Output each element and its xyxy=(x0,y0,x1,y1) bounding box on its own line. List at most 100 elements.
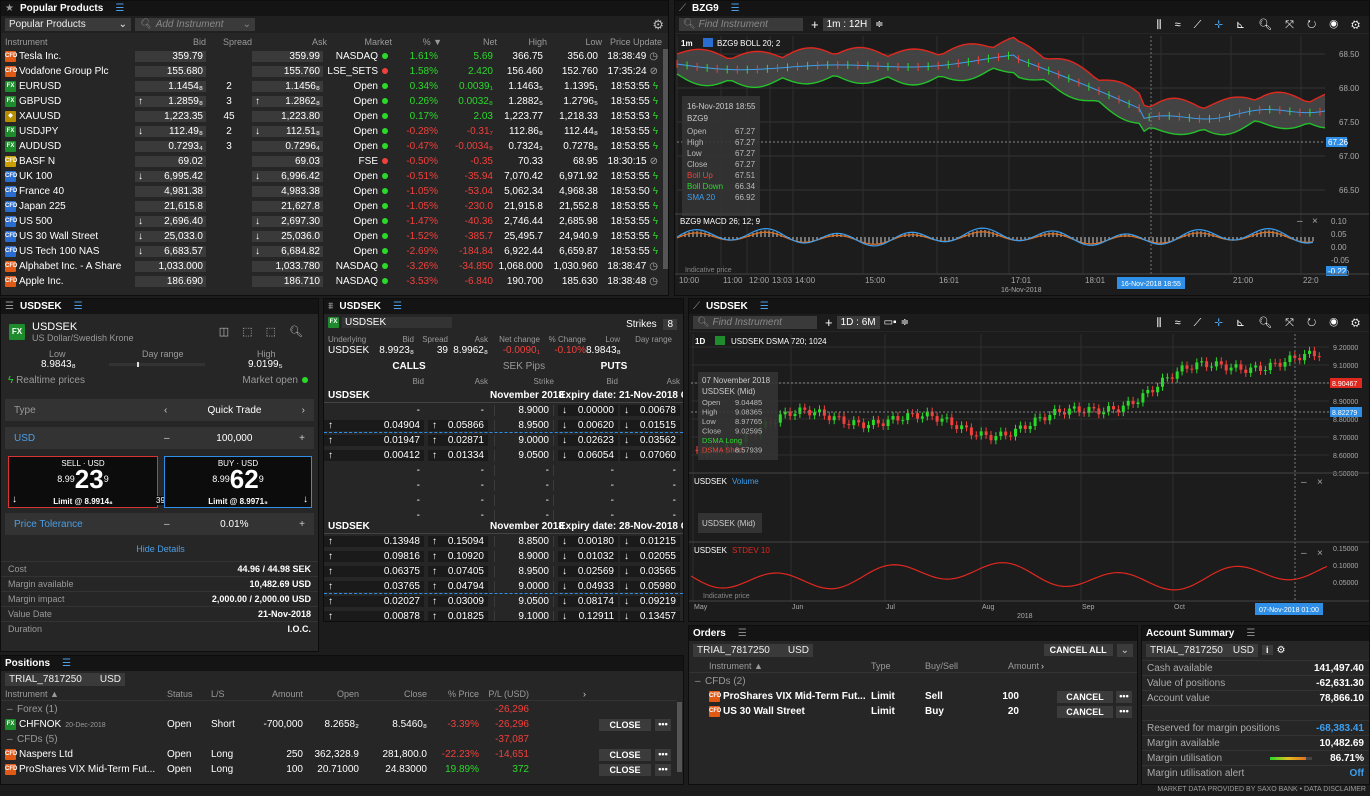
column-header[interactable]: Price Update xyxy=(609,36,662,47)
collapse-icon[interactable]: – xyxy=(7,734,13,745)
ask-cell[interactable]: ↓ 2,697.30 xyxy=(252,216,323,227)
sell-button[interactable]: SELL · USD 8.99239 Limit @ 8.9914₈ ↓ xyxy=(8,456,158,508)
chevron-left-icon[interactable]: ‹ xyxy=(164,404,168,416)
column-header[interactable]: Instrument xyxy=(5,36,48,47)
price-cell[interactable]: ↑ 0.13948 xyxy=(324,536,424,547)
group-row[interactable]: – CFDs (2) xyxy=(689,674,1137,689)
account-select[interactable]: TRIAL_7817250 USD xyxy=(693,643,813,657)
price-cell[interactable]: - xyxy=(620,510,680,521)
tolerance-label[interactable]: Price Tolerance xyxy=(14,518,83,530)
column-header[interactable]: L/S xyxy=(211,689,225,699)
price-cell[interactable]: ↑ 0.03009 xyxy=(428,596,488,607)
options-search[interactable]: FX USDSEK xyxy=(328,317,452,328)
table-row[interactable]: CFD UK 100 ↓ 6,995.42 ↓ 6,996.42 Open -0.51% -35… xyxy=(1,169,663,184)
table-row[interactable]: CFD US 30 Wall Street ↓ 25,033.0 ↓ 25,036.0 Op… xyxy=(1,229,663,244)
price-cell[interactable]: ↓ 0.06054 xyxy=(558,450,618,461)
close-icon[interactable]: × xyxy=(1317,548,1323,559)
price-cell[interactable]: ↓ 0.07060 xyxy=(620,450,680,461)
price-cell[interactable]: ↓ 0.00678 xyxy=(620,405,680,416)
table-row[interactable]: ◆ XAUUSD 1,223.35 45 1,223.80 Open 0.17% 2.03 1,… xyxy=(1,109,663,124)
menu-icon[interactable]: ☰ xyxy=(730,3,740,14)
table-row[interactable]: CFD US 500 ↓ 2,696.40 ↓ 2,697.30 Open -1.47% -40… xyxy=(1,214,663,229)
column-header[interactable]: % Price xyxy=(447,689,479,699)
add-instrument-input[interactable]: 🔍︎ Add Instrument ⌄ xyxy=(135,18,255,31)
ask-cell[interactable]: ↓ 25,036.0 xyxy=(252,231,323,242)
option-row[interactable]: ↑ 0.09816 ↑ 0.10920 8.9000 ↓ 0.01032 ↓ 0.02055 xyxy=(324,549,683,564)
scrollbar[interactable] xyxy=(663,49,668,269)
price-cell[interactable]: - xyxy=(324,480,424,491)
order-row[interactable]: CFD ProShares VIX Mid-Term Fut... Limit Sel… xyxy=(689,689,1137,704)
price-cell[interactable]: - xyxy=(558,495,618,506)
price-cell[interactable]: ↑ 0.05866 xyxy=(428,420,488,431)
price-cell[interactable]: ↓ 0.09219 xyxy=(620,596,680,607)
price-cell[interactable]: ↑ 0.04904 xyxy=(324,420,424,431)
strikes-select[interactable]: 8 xyxy=(663,319,677,330)
ticket-tools[interactable]: ◫ ⬚ ⬚ 🔍︎ xyxy=(218,326,308,338)
price-cell[interactable]: ↑ 0.02871 xyxy=(428,435,488,446)
hide-details-link[interactable]: Hide Details xyxy=(136,544,185,554)
minimize-icon[interactable]: – xyxy=(1301,548,1307,559)
column-header[interactable]: Status xyxy=(167,689,193,699)
minimize-icon[interactable]: – xyxy=(1301,477,1307,488)
cancel-order-button[interactable]: CANCEL xyxy=(1057,705,1113,718)
group-row[interactable]: – Forex (1) -26,296 xyxy=(1,702,677,717)
bid-cell[interactable]: 1.1454₈ xyxy=(135,81,206,92)
price-cell[interactable]: ↓ 0.00620 xyxy=(558,420,618,431)
price-cell[interactable]: ↓ 0.02055 xyxy=(620,551,680,562)
bid-cell[interactable]: ↓ 112.49₈ xyxy=(135,126,206,137)
price-cell[interactable]: - xyxy=(620,480,680,491)
ask-cell[interactable]: 186.710 xyxy=(252,276,323,287)
bid-cell[interactable]: 155.680 xyxy=(135,66,206,77)
table-row[interactable]: CFD France 40 4,981.38 4,983.38 Open -1.05% -5… xyxy=(1,184,663,199)
price-cell[interactable]: ↑ 0.00412 xyxy=(324,450,424,461)
gear-icon[interactable]: ⚙ xyxy=(652,16,664,32)
menu-icon[interactable]: ☰ xyxy=(737,628,747,639)
bid-cell[interactable]: 4,981.38 xyxy=(135,186,206,197)
price-cell[interactable]: - xyxy=(324,510,424,521)
close-position-button[interactable]: CLOSE xyxy=(599,748,651,761)
price-cell[interactable]: - xyxy=(428,480,488,491)
column-header[interactable]: Instrument ▲ xyxy=(709,661,763,671)
table-row[interactable]: FX EURUSD 1.1454₈ 2 1.1456₈ Open 0.34% 0.0039₁ 1… xyxy=(1,79,663,94)
table-row[interactable]: FX USDJPY ↓ 112.49₈ 2 ↓ 112.51₈ Open -0.28% -0.31… xyxy=(1,124,663,139)
ask-cell[interactable]: ↓ 112.51₈ xyxy=(252,126,323,137)
position-row[interactable]: CFD Naspers Ltd Open Long 250 362,328.9 281,80… xyxy=(1,747,677,762)
price-cell[interactable]: - xyxy=(324,465,424,476)
bzg9-chart[interactable]: 68.50 68.00 67.50 67.00 66.50 67.26 1m BZG9 BOL… xyxy=(675,34,1369,296)
price-cell[interactable]: - xyxy=(558,465,618,476)
price-cell[interactable]: - xyxy=(324,405,424,416)
close-position-button[interactable]: CLOSE xyxy=(599,718,651,731)
price-cell[interactable]: ↓ 0.03562 xyxy=(620,435,680,446)
price-cell[interactable]: ↓ 0.00000 xyxy=(558,405,618,416)
bid-cell[interactable]: 1,033.000 xyxy=(135,261,206,272)
column-header[interactable]: Spread xyxy=(222,36,252,47)
ask-cell[interactable]: ↑ 1.2862₈ xyxy=(252,96,323,107)
price-cell[interactable]: - xyxy=(620,495,680,506)
ask-cell[interactable]: ↓ 6,996.42 xyxy=(252,171,323,182)
price-cell[interactable]: ↓ 0.02569 xyxy=(558,566,618,577)
ask-cell[interactable]: 69.03 xyxy=(252,156,323,167)
minus-icon[interactable]: – xyxy=(164,518,170,530)
table-row[interactable]: FX GBPUSD ↑ 1.2859₈ 3 ↑ 1.2862₈ Open 0.26% 0.0032… xyxy=(1,94,663,109)
bid-cell[interactable]: ↓ 2,696.40 xyxy=(135,216,206,227)
price-cell[interactable]: ↑ 0.01334 xyxy=(428,450,488,461)
option-row[interactable]: ↑ 0.13948 ↑ 0.15094 8.8500 ↓ 0.00180 ↓ 0.01215 xyxy=(324,534,683,549)
close-position-button[interactable]: CLOSE xyxy=(599,763,651,776)
table-row[interactable]: CFD BASF N 69.02 69.03 FSE -0.50% -0.35 70.33 68… xyxy=(1,154,663,169)
table-row[interactable]: CFD Japan 225 21,615.8 21,627.8 Open -1.05% -2… xyxy=(1,199,663,214)
price-cell[interactable]: ↓ 0.01515 xyxy=(620,420,680,431)
bid-cell[interactable]: 359.79 xyxy=(135,51,206,62)
bid-cell[interactable]: 186.690 xyxy=(135,276,206,287)
ask-cell[interactable]: 4,983.38 xyxy=(252,186,323,197)
price-cell[interactable]: ↑ 0.07405 xyxy=(428,566,488,577)
option-row[interactable]: ↑ 0.03765 ↑ 0.04794 9.0000 ↓ 0.04933 ↓ 0.05980 xyxy=(324,579,683,594)
ask-cell[interactable]: 359.99 xyxy=(252,51,323,62)
table-row[interactable]: FX AUDUSD 0.7293₄ 3 0.7296₄ Open -0.47% -0.0034… xyxy=(1,139,663,154)
order-row[interactable]: CFD US 30 Wall Street Limit Buy 20 CANCEL ••• xyxy=(689,704,1137,719)
chevron-right-icon[interactable]: › xyxy=(1041,661,1044,671)
close-icon[interactable]: × xyxy=(1312,216,1318,227)
account-value[interactable]: Off xyxy=(1349,767,1364,779)
collapse-icon[interactable]: – xyxy=(7,704,13,715)
currency-select[interactable]: USD xyxy=(14,432,36,444)
menu-icon[interactable]: ☰ xyxy=(393,301,402,312)
